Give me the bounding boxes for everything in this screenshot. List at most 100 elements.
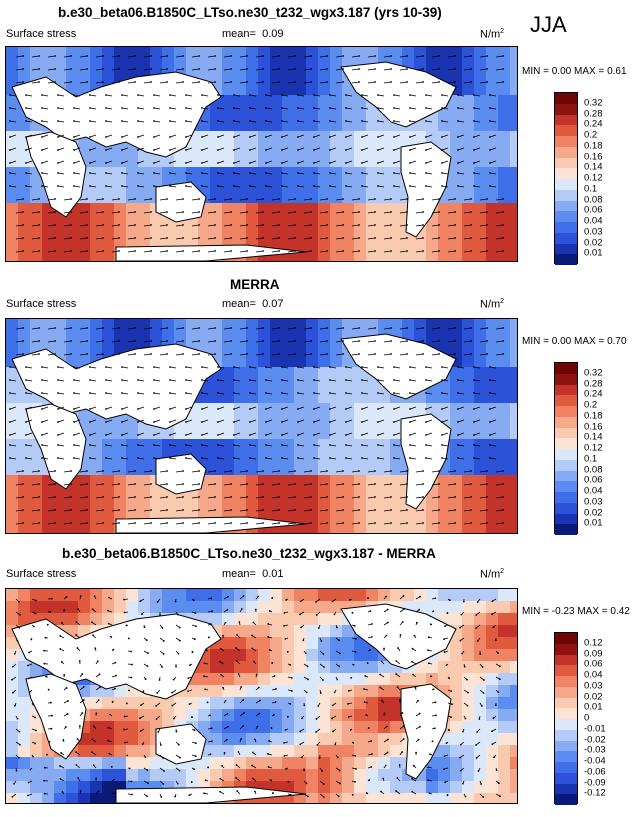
colorbar-tick-label: 0.04 (584, 669, 603, 681)
colorbar-swatch (555, 719, 577, 730)
season-label: JJA (530, 12, 567, 37)
colorbar-swatch (555, 740, 577, 752)
colorbar-swatch (555, 708, 577, 719)
colorbar-swatch (555, 103, 577, 115)
colorbar-swatch (555, 384, 577, 396)
continent-outline (340, 603, 457, 670)
continent-outline (25, 131, 87, 218)
continent-outline (115, 516, 307, 533)
panel-1-title: b.e30_beta06.B1850C_LTso.ne30_t232_wgx3.… (58, 5, 442, 20)
colorbar-swatch (555, 772, 577, 784)
panel-3-minmax: MIN = -0.23 MAX = 0.42 (522, 606, 630, 617)
colorbar-swatch (555, 232, 577, 244)
colorbar-swatch (555, 168, 577, 179)
panel-3-colorbar (554, 632, 578, 805)
colorbar-tick-label: 0.02 (584, 237, 603, 248)
colorbar-tick-label: 0.14 (584, 431, 603, 443)
colorbar-tick-label: -0.06 (584, 766, 606, 778)
colorbar-swatch (555, 794, 577, 805)
colorbar-tick-label: 0.04 (584, 485, 603, 497)
panel-3-map (5, 588, 518, 804)
panel-3-units: N/m2 (480, 568, 505, 581)
panel-2-map-svg (6, 319, 517, 533)
panel-1-variable-label: Surface stress (6, 28, 77, 40)
colorbar-swatch (555, 395, 577, 406)
colorbar-swatch (555, 751, 577, 762)
panel-3-mean: mean= 0.01 (222, 568, 284, 580)
colorbar-tick-label: 0.06 (584, 474, 603, 486)
stress-vectors (9, 327, 504, 525)
continent-outline (155, 723, 207, 765)
colorbar-swatch (555, 492, 577, 503)
panel-2-colorbar (554, 362, 578, 535)
colorbar-tick-label: 0.32 (584, 367, 603, 379)
colorbar-tick-label: 0.09 (584, 648, 603, 659)
colorbar-tick-label: 0.24 (584, 388, 603, 400)
colorbar-tick-label: 0.12 (584, 172, 603, 184)
stress-vectors (11, 595, 501, 798)
colorbar-tick-label: 0.08 (584, 464, 603, 475)
colorbar-tick-label: 0.18 (584, 140, 603, 152)
continent-outline (155, 453, 207, 495)
continent-outline (340, 333, 457, 400)
colorbar-swatch (555, 470, 577, 482)
colorbar-swatch (555, 416, 577, 428)
colorbar-swatch (555, 114, 577, 126)
panel-2-variable-label: Surface stress (6, 298, 77, 310)
colorbar-tick-label: 0.1 (584, 183, 598, 195)
colorbar-tick-label: 0 (584, 712, 590, 724)
continent-outline (400, 413, 452, 510)
colorbar-tick-label: 0.12 (584, 442, 603, 454)
colorbar-tick-label: 0.06 (584, 204, 603, 216)
panel-2-minmax: MIN = 0.00 MAX = 0.70 (522, 336, 627, 347)
stress-vectors (9, 55, 504, 253)
colorbar-tick-label: 0.16 (584, 151, 603, 162)
colorbar-swatch (555, 406, 577, 417)
field (6, 47, 517, 261)
colorbar-swatch (555, 200, 577, 212)
colorbar-swatch (555, 686, 577, 698)
colorbar-swatch (555, 676, 577, 687)
colorbar-swatch (555, 449, 577, 460)
colorbar-swatch (555, 783, 577, 795)
panel-2-mean: mean= 0.07 (222, 298, 284, 310)
colorbar-swatch (555, 125, 577, 136)
colorbar-tick-label: -0.04 (584, 755, 606, 767)
panel-1-map (5, 46, 518, 262)
colorbar-swatch (555, 211, 577, 222)
continent-outline (25, 403, 87, 490)
colorbar-tick-label: 0.24 (584, 118, 603, 130)
colorbar-swatch (555, 697, 577, 709)
colorbar-swatch (555, 633, 577, 644)
colorbar-swatch (555, 146, 577, 158)
colorbar-swatch (555, 179, 577, 190)
panel-3-map-svg (6, 589, 517, 803)
colorbar-swatch (555, 373, 577, 385)
colorbar-tick-label: 0.28 (584, 378, 603, 389)
colorbar-tick-label: 0.14 (584, 161, 603, 173)
colorbar-swatch (555, 243, 577, 255)
colorbar-tick-label: 0.06 (584, 658, 603, 670)
panel-1-units: N/m2 (480, 28, 505, 41)
colorbar-swatch (555, 762, 577, 773)
colorbar-swatch (555, 459, 577, 471)
colorbar-tick-label: 0.12 (584, 637, 603, 649)
colorbar-tick-label: 0.03 (584, 496, 603, 508)
colorbar-swatch (555, 222, 577, 233)
colorbar-swatch (555, 524, 577, 535)
panel-1-map-svg (6, 47, 517, 261)
continent-outline (400, 141, 452, 238)
colorbar-swatch (555, 189, 577, 201)
colorbar-swatch (555, 502, 577, 514)
continent-outline (25, 673, 87, 760)
colorbar-swatch (555, 157, 577, 169)
panel-1-mean: mean= 0.09 (222, 28, 284, 40)
colorbar-swatch (555, 729, 577, 741)
panel-1-colorbar (554, 92, 578, 265)
colorbar-tick-label: -0.03 (584, 744, 606, 756)
colorbar-tick-label: 0.1 (584, 453, 598, 465)
colorbar-tick-label: 0.02 (584, 691, 603, 702)
colorbar-tick-label: 0.03 (584, 226, 603, 238)
colorbar-tick-label: 0.02 (584, 507, 603, 518)
colorbar-tick-label: -0.12 (584, 787, 606, 799)
